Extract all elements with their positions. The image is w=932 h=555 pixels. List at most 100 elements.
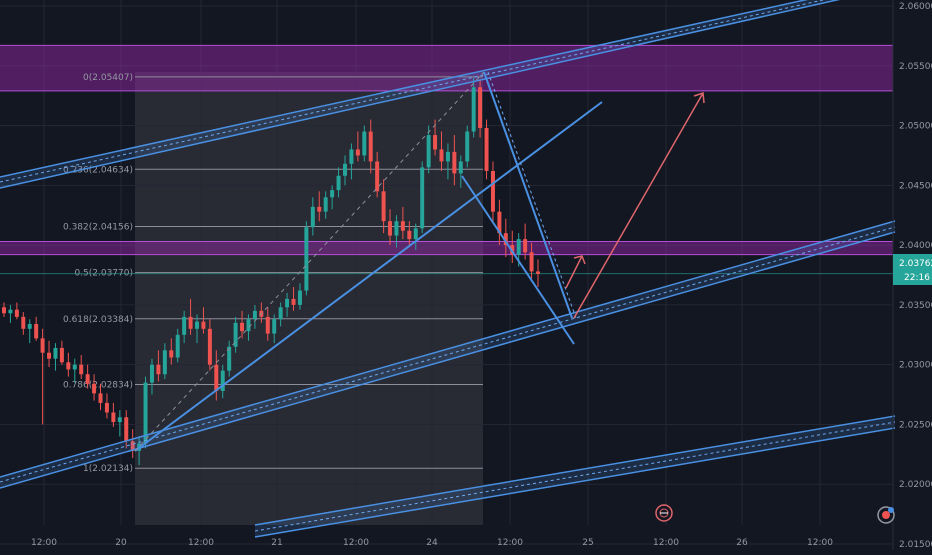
candle-body: [162, 350, 167, 375]
candle-body: [297, 290, 302, 305]
upper-channel-mid: [0, 0, 826, 183]
candle-body: [233, 322, 238, 347]
fib-level-label: 0.786(2.02834): [63, 381, 133, 391]
small-up-arrow: [565, 255, 583, 289]
fib-diagonal: [134, 71, 485, 452]
fib-level-label: 0.618(2.03384): [63, 315, 133, 325]
candle-body: [484, 127, 489, 171]
candle-body: [246, 319, 251, 332]
drawings: [0, 0, 896, 538]
candle-body: [439, 149, 444, 162]
candle-body: [156, 364, 161, 375]
candle-body: [523, 239, 528, 253]
wedge-upper-line-dash: [487, 71, 577, 319]
candle-body: [21, 316, 26, 329]
fib-level-label: 0(2.05407): [83, 73, 133, 83]
big-up-arrow-head: [693, 91, 705, 104]
candle-body: [124, 417, 129, 442]
candle-body: [66, 362, 71, 370]
candle-body: [310, 206, 315, 228]
candle-body: [317, 206, 322, 212]
candle-body: [182, 316, 187, 335]
candle-body: [465, 131, 470, 162]
rising-trendline[interactable]: [134, 101, 603, 452]
candle-body: [272, 319, 277, 334]
last-price-bg: [893, 254, 932, 285]
candles: [2, 77, 540, 466]
candle-body: [471, 87, 476, 132]
candle-body: [207, 328, 212, 365]
wedge-upper-line[interactable]: [483, 71, 573, 319]
candle-body: [53, 347, 58, 359]
candle-body: [323, 197, 328, 212]
candle-body: [285, 298, 290, 308]
candle-body: [175, 334, 180, 358]
event-multi-flag-icon[interactable]: [877, 506, 895, 524]
time-axis-labels: 12:00 20 12:00 21 12:00 24 12:00 25 12:00 26 12:00: [31, 538, 833, 548]
candle-body: [169, 350, 174, 358]
time-axis[interactable]: 12:00 20 12:00 21 12:00 24 12:00 25 12:00 26 12:00: [31, 538, 833, 548]
wedge-lower-line[interactable]: [461, 175, 575, 345]
candle-body: [40, 338, 45, 353]
event-flag-icon[interactable]: [655, 504, 673, 522]
fib-level-label: 0.382(2.04156): [63, 222, 133, 232]
candle-body: [72, 364, 77, 370]
candle-body: [407, 230, 412, 240]
price-tick-label: 2.05000: [899, 122, 932, 132]
time-tick-label: 24: [426, 538, 438, 548]
candle-body: [413, 228, 418, 240]
upper-channel-top: [0, 0, 809, 178]
candle-body: [394, 221, 399, 236]
candle-body: [220, 370, 225, 391]
candle-body: [85, 374, 90, 384]
candle-body: [149, 364, 154, 383]
candle-body: [34, 324, 39, 339]
price-tick-label: 2.06000: [899, 2, 932, 12]
time-tick-label: 12:00: [343, 538, 369, 548]
fib-region: [135, 72, 483, 525]
price-tick-label: 2.03000: [899, 361, 932, 371]
candle-body: [195, 321, 200, 329]
middle-channel-top: [0, 220, 896, 478]
middle-channel-mid: [0, 226, 896, 483]
time-tick-label: 20: [115, 538, 127, 548]
candle-body: [529, 252, 534, 272]
lower-channel-mid: [254, 421, 896, 532]
middle-channel[interactable]: [0, 221, 895, 488]
candle-body: [362, 131, 367, 156]
candle-body: [104, 402, 109, 413]
price-tick-label: 2.04500: [899, 181, 932, 191]
candle-body: [79, 364, 84, 375]
candle-body: [458, 161, 463, 174]
candle-body: [516, 239, 521, 255]
candle-body: [240, 322, 245, 332]
candle-body: [503, 233, 508, 246]
price-tick-label: 2.03500: [899, 301, 932, 311]
candle-body: [252, 310, 257, 320]
candle-body: [201, 321, 206, 329]
candle-body: [214, 364, 219, 391]
candle-body: [227, 346, 232, 371]
middle-zone: [0, 241, 893, 255]
candle-body: [27, 324, 32, 329]
price-tick-label: 2.05500: [899, 62, 932, 72]
price-tick-label: 2.04000: [899, 241, 932, 251]
price-tick-label: 2.02000: [899, 480, 932, 490]
last-price-countdown: 22:16: [904, 273, 930, 283]
middle-channel-bottom: [0, 231, 896, 489]
time-tick-label: 12:00: [497, 538, 523, 548]
candle-body: [452, 151, 457, 174]
candle-body: [304, 227, 309, 291]
upper-channel-bottom: [0, 0, 841, 189]
fibonacci-levels: 0(2.05407) 0.236(2.04634) 0.382(2.04156) 0.…: [0, 73, 893, 474]
candle-body: [381, 191, 386, 222]
candle-body: [426, 135, 431, 168]
lower-channel-bottom: [254, 427, 896, 538]
candle-body: [8, 309, 13, 314]
price-axis[interactable]: 2.06000 2.05500 2.05000 2.04500 2.04000 2.035…: [892, 0, 932, 550]
candle-body: [490, 170, 495, 212]
time-tick-label: 26: [736, 538, 748, 548]
